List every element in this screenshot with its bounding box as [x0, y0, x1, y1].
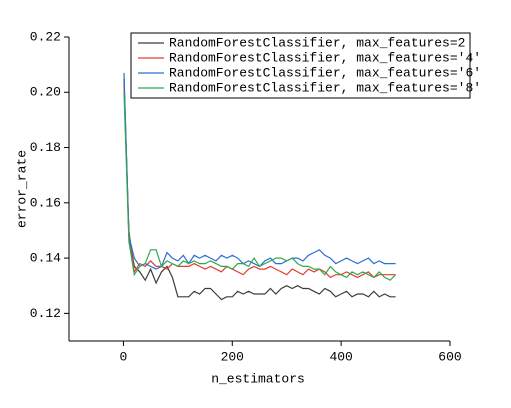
legend-label: RandomForestClassifier, max_features='6' — [169, 65, 481, 80]
legend-label: RandomForestClassifier, max_features='8' — [169, 80, 481, 95]
x-tick-label: 400 — [329, 349, 352, 364]
y-tick-label: 0.22 — [30, 29, 61, 44]
y-tick-label: 0.14 — [30, 251, 61, 266]
x-tick-label: 600 — [438, 349, 461, 364]
y-tick-label: 0.12 — [30, 306, 61, 321]
line-series — [123, 72, 396, 270]
y-tick-label: 0.18 — [30, 140, 61, 155]
line-series — [123, 83, 396, 279]
x-tick-label: 0 — [120, 349, 128, 364]
y-tick-label: 0.16 — [30, 195, 61, 210]
legend-label: RandomForestClassifier, max_features='4' — [169, 50, 481, 65]
x-axis-label: n_estimators — [211, 371, 305, 386]
legend-label: RandomForestClassifier, max_features=2 — [169, 35, 465, 50]
line-series — [123, 92, 397, 281]
y-axis-label: error_rate — [14, 150, 29, 228]
legend-box — [130, 32, 471, 99]
y-tick-label: 0.20 — [30, 85, 61, 100]
line-series — [123, 78, 396, 301]
x-tick-label: 200 — [221, 349, 244, 364]
